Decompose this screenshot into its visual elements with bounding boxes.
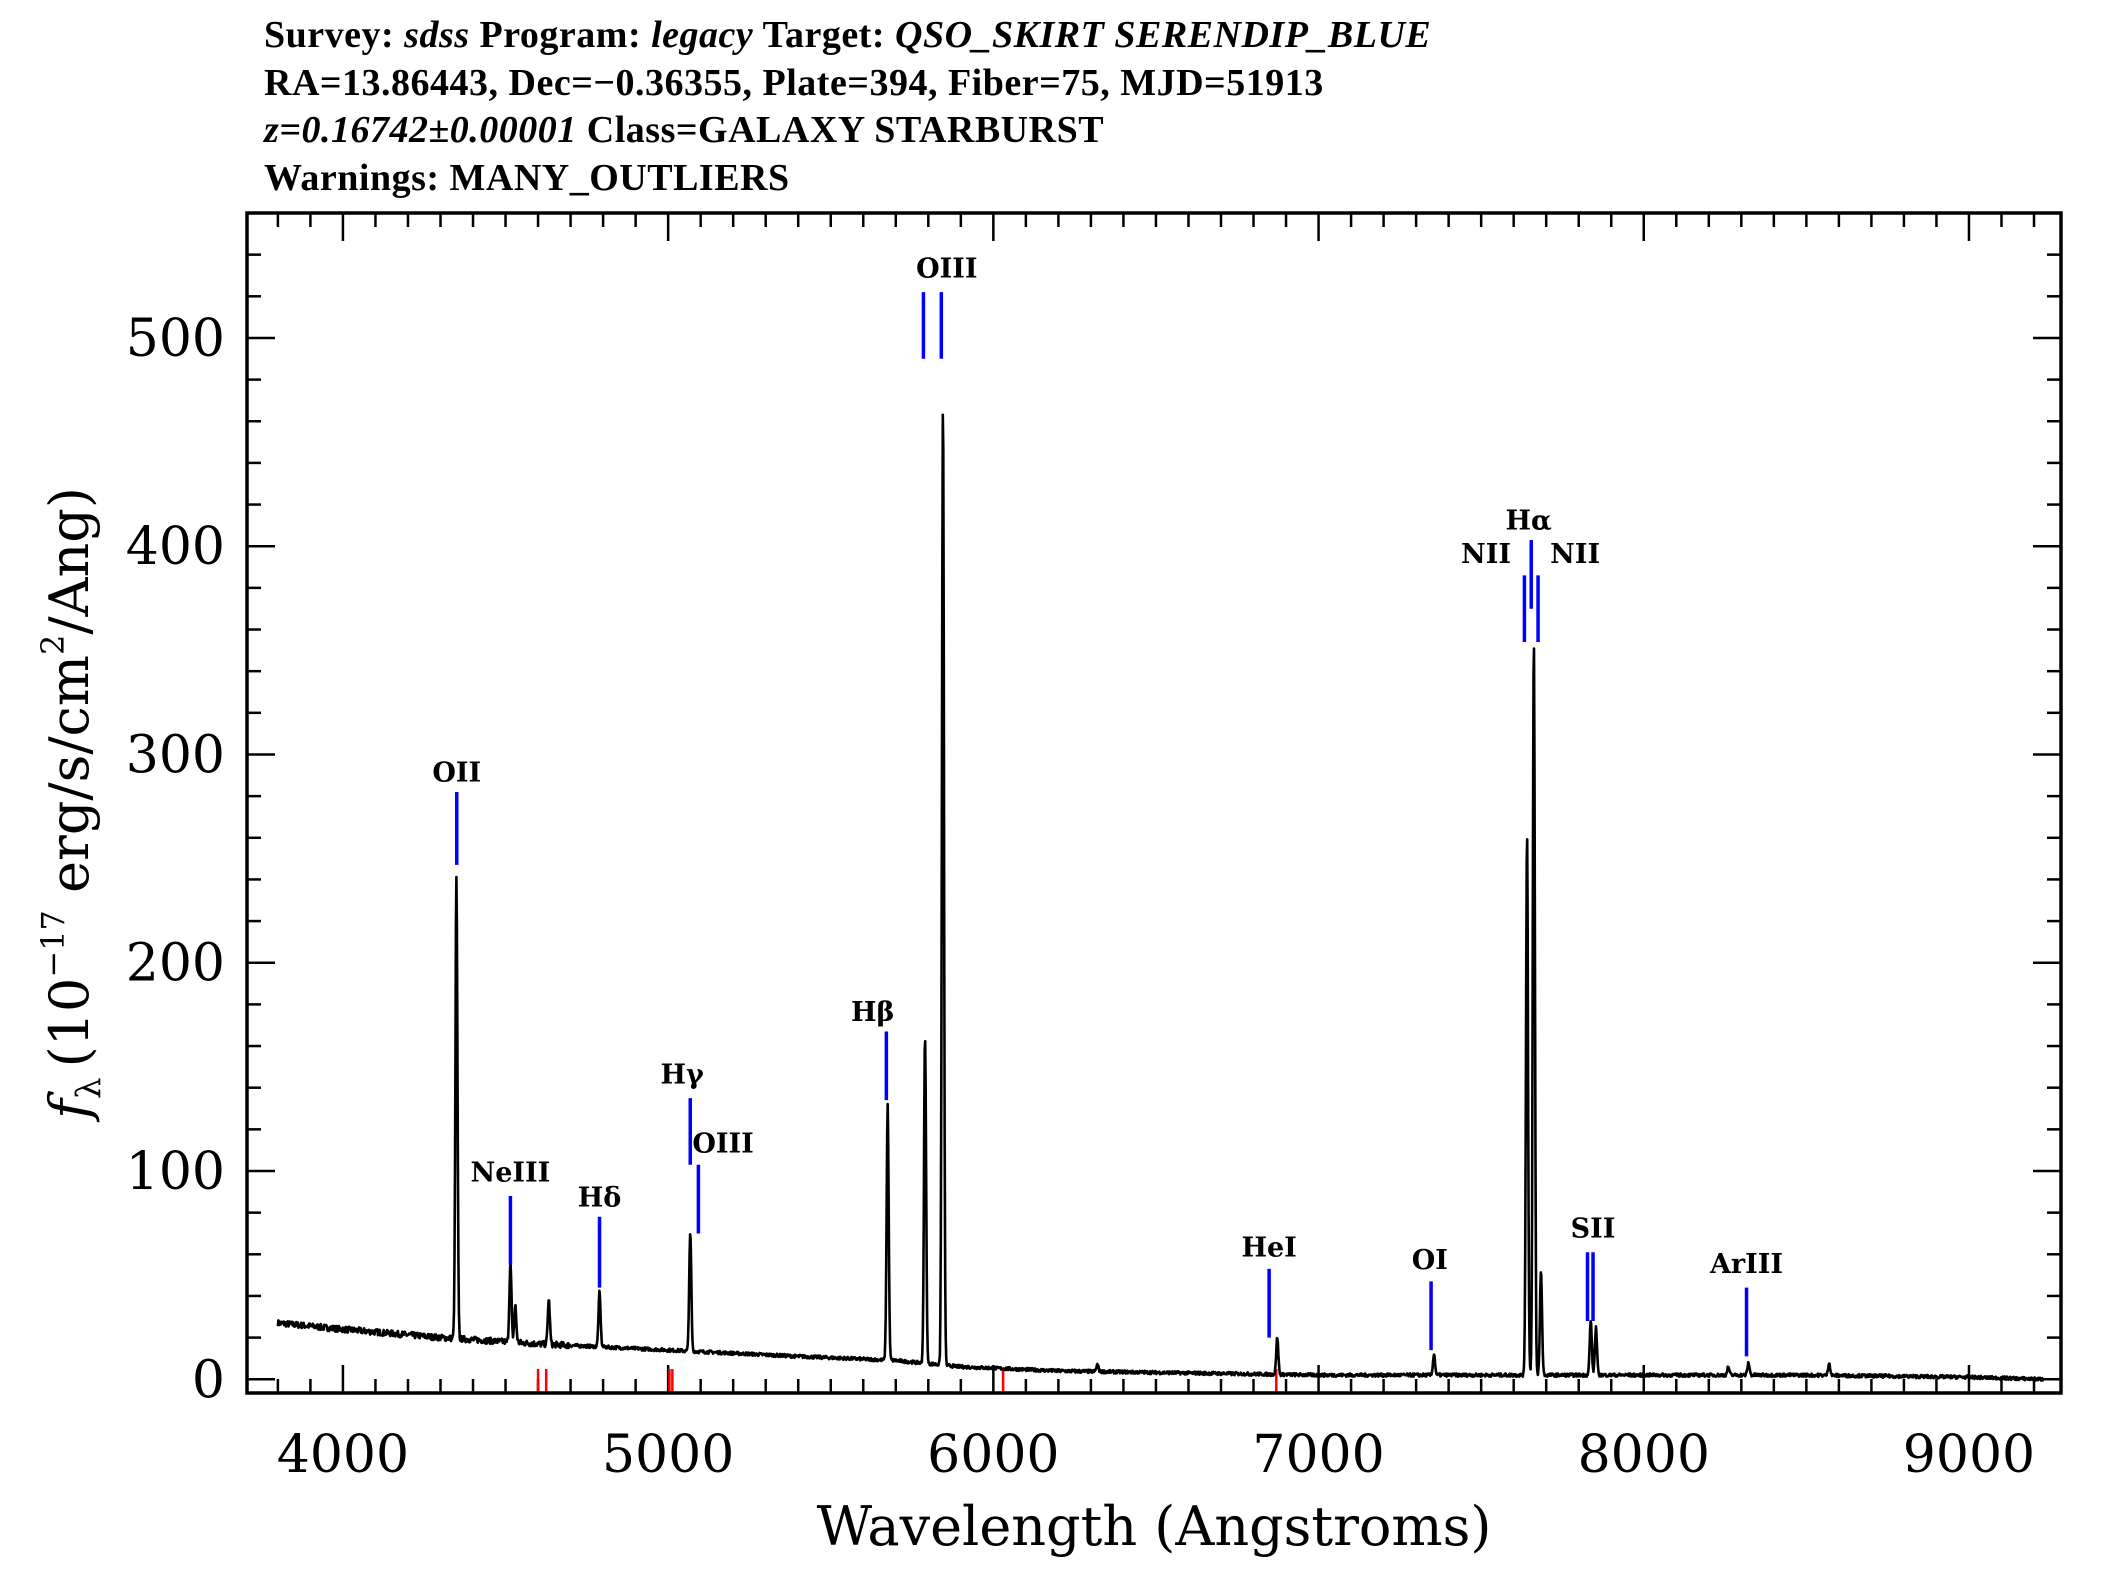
target-value: QSO_SKIRT SERENDIP_BLUE	[895, 14, 1432, 56]
y-tick-label: 300	[126, 725, 225, 785]
redshift-value: z=0.16742±0.00001	[264, 109, 577, 151]
x-tick-label: 4000	[277, 1425, 409, 1485]
line-markers	[455, 292, 1749, 1357]
header-line-survey: Survey: sdss Program: legacy Target: QSO…	[264, 14, 1432, 56]
emission-line-label: SII	[1571, 1214, 1616, 1245]
header-line-warnings: Warnings: MANY_OUTLIERS	[264, 156, 790, 199]
emission-line-label: OIII	[692, 1128, 753, 1159]
emission-line-label: HeI	[1241, 1232, 1296, 1263]
y-tick-label: 100	[126, 1142, 225, 1202]
spectrum-header: Survey: sdss Program: legacy Target: QSO…	[264, 12, 1431, 202]
tick-labels: 4000 5000 6000 7000 8000 9000 0 100 200 300 400 500	[126, 309, 2035, 1485]
header-line-coordinates: RA=13.86443, Dec=−0.36355, Plate=394, Fi…	[264, 61, 1324, 104]
x-tick-label: 8000	[1578, 1425, 1710, 1485]
emission-line-label: Hα	[1505, 506, 1552, 537]
emission-line-label: OIII	[916, 254, 977, 285]
y-axis-label: fλ(10−17 erg/s/cm2/Ang)	[34, 487, 109, 1123]
x-tick-label: 5000	[602, 1425, 734, 1485]
x-tick-label: 7000	[1252, 1425, 1384, 1485]
plot-frame	[245, 211, 2063, 1395]
emission-line-label: ArIII	[1709, 1249, 1783, 1280]
emission-line-label: OII	[432, 758, 481, 789]
emission-line-label: Hβ	[851, 997, 894, 1028]
survey-value: sdss	[404, 14, 470, 56]
x-tick-label: 6000	[927, 1425, 1059, 1485]
y-tick-label: 500	[126, 309, 225, 369]
spectrum-line	[276, 413, 2045, 1382]
emission-line-label: NII	[1461, 539, 1511, 570]
class-value: Class=GALAXY STARBURST	[586, 109, 1105, 151]
y-tick-label: 200	[126, 934, 225, 994]
y-tick-label: 400	[126, 517, 225, 577]
axis-ticks	[247, 211, 2061, 1393]
emission-line-label: NeIII	[471, 1157, 551, 1188]
emission-line-label: Hδ	[578, 1182, 622, 1213]
emission-line-label: OI	[1412, 1245, 1448, 1276]
program-value: legacy	[651, 14, 754, 56]
emission-line-label: Hγ	[660, 1060, 704, 1091]
y-tick-label: 0	[192, 1350, 225, 1410]
header-line-redshift: z=0.16742±0.00001 Class=GALAXY STARBURST	[264, 107, 1431, 155]
mask-ticks	[536, 1369, 1278, 1393]
x-axis-label: Wavelength (Angstroms)	[817, 1495, 1492, 1558]
x-tick-label: 9000	[1903, 1425, 2035, 1485]
emission-line-label: NII	[1550, 539, 1600, 570]
